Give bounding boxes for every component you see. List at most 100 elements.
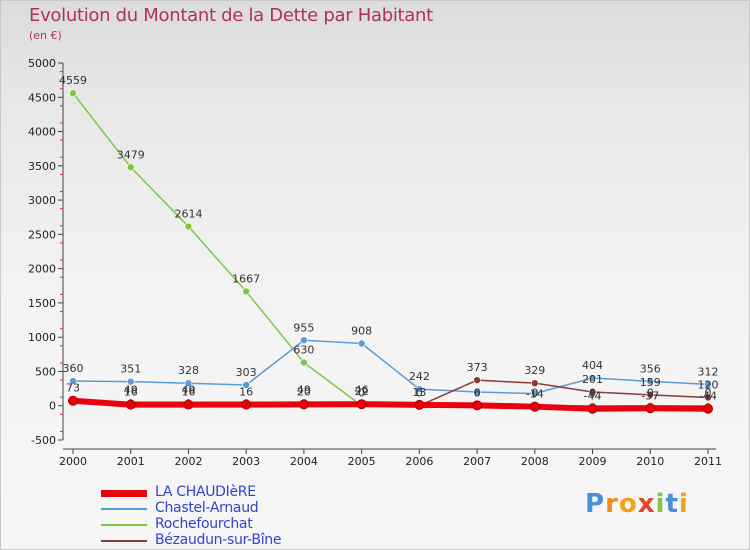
data-labels: 4559 3479 2614 1667 630 0 0 0 0 0 0 0 360 351 328 303 95… xyxy=(59,74,719,403)
data-label: 242 xyxy=(409,370,430,383)
x-tick-label: 2011 xyxy=(694,455,722,468)
data-label: 360 xyxy=(63,362,84,375)
y-tick-label: 4500 xyxy=(28,91,56,104)
data-label: 49 xyxy=(297,383,311,396)
legend-label: LA CHAUDIèRE xyxy=(155,484,256,500)
legend-item: Bézaudun-sur-Bîne xyxy=(101,532,321,549)
series-line-1 xyxy=(72,339,709,395)
data-point xyxy=(357,339,366,348)
data-point xyxy=(126,163,135,172)
logo-letter: i xyxy=(655,489,666,519)
y-tick-label: 4000 xyxy=(28,126,56,139)
y-tick-label: 1500 xyxy=(28,297,56,310)
data-label: 49 xyxy=(124,383,138,396)
legend-swatch xyxy=(101,540,147,542)
data-label: 303 xyxy=(236,366,257,379)
y-tick-label: -500 xyxy=(31,434,56,447)
chart-title: Evolution du Montant de la Dette par Hab… xyxy=(29,5,433,26)
y-tick-label: 0 xyxy=(49,400,56,413)
data-label: 3479 xyxy=(117,148,145,161)
data-point xyxy=(69,89,77,98)
data-label: 955 xyxy=(293,321,314,334)
y-tick-label: 500 xyxy=(35,365,56,378)
data-label: 329 xyxy=(524,364,545,377)
data-point xyxy=(241,399,252,410)
data-label: 16 xyxy=(181,386,195,399)
data-point xyxy=(473,376,481,384)
data-point xyxy=(125,399,136,410)
data-label: 373 xyxy=(467,361,488,374)
data-label: -37 xyxy=(641,389,659,402)
data-point xyxy=(704,380,712,389)
x-tick-label: 2004 xyxy=(290,455,318,468)
data-label: 20 xyxy=(297,385,311,398)
data-label: 0 xyxy=(647,387,654,400)
data-point xyxy=(300,336,308,345)
logo-letter: i xyxy=(678,489,689,519)
data-point xyxy=(588,374,597,382)
data-point xyxy=(242,381,250,389)
axes: -500050010001500200025003000350040004500… xyxy=(28,57,722,468)
data-label: -14 xyxy=(526,388,544,401)
data-label: 73 xyxy=(66,382,80,395)
data-label: 159 xyxy=(640,376,661,389)
data-point xyxy=(645,403,656,414)
series-line-0 xyxy=(72,397,709,412)
data-label: 46 xyxy=(355,384,369,397)
data-point xyxy=(415,385,424,393)
data-point xyxy=(587,403,598,414)
data-label: 0 xyxy=(474,387,481,400)
legend-item: LA CHAUDIèRE xyxy=(101,484,321,501)
data-label: 0 xyxy=(416,387,423,400)
data-point xyxy=(184,379,193,388)
data-label: 630 xyxy=(293,344,314,357)
data-point xyxy=(703,403,713,414)
data-point xyxy=(473,388,481,396)
data-label: 312 xyxy=(698,365,719,378)
data-label: 49 xyxy=(181,383,195,396)
x-tick-label: 2006 xyxy=(405,455,433,468)
data-label: 0 xyxy=(705,387,712,400)
y-tick-label: 2500 xyxy=(28,228,56,241)
x-tick-label: 2005 xyxy=(348,455,376,468)
data-point xyxy=(529,401,540,412)
x-tick-label: 2003 xyxy=(232,455,260,468)
x-tick-label: 2010 xyxy=(636,455,664,468)
data-point xyxy=(646,391,655,399)
data-point xyxy=(531,389,539,398)
data-point xyxy=(588,388,597,396)
logo-letter: o xyxy=(618,489,638,519)
data-label: 13 xyxy=(412,386,426,399)
data-label: -44 xyxy=(584,390,602,403)
data-point xyxy=(472,400,483,411)
data-label: 356 xyxy=(640,362,661,375)
legend-label: Bézaudun-sur-Bîne xyxy=(155,532,282,548)
data-point xyxy=(126,377,135,386)
proxiti-logo: Proxiti xyxy=(585,489,689,519)
y-tick-label: 5000 xyxy=(28,57,56,70)
data-point xyxy=(69,377,77,385)
data-label: 2614 xyxy=(174,208,202,221)
legend-item: Rochefourchat xyxy=(101,516,321,533)
data-point xyxy=(183,399,194,410)
data-label: 6 xyxy=(474,386,481,399)
x-tick-label: 2000 xyxy=(59,455,87,468)
x-tick-label: 2007 xyxy=(463,455,491,468)
data-label: 4559 xyxy=(59,74,87,87)
y-tick-label: 2000 xyxy=(28,263,56,276)
logo-letter: x xyxy=(637,489,656,519)
series-group xyxy=(68,89,713,414)
x-tick-label: 2002 xyxy=(174,455,202,468)
data-label: 908 xyxy=(351,324,372,337)
logo-letter: P xyxy=(585,489,606,519)
data-point xyxy=(414,399,425,410)
legend: LA CHAUDIèRE Chastel-Arnaud Rochefourchat B… xyxy=(101,484,321,549)
series-line-2 xyxy=(72,92,708,407)
chart-unit: (en €) xyxy=(29,29,62,42)
data-label: -44 xyxy=(699,390,717,403)
data-label: 201 xyxy=(582,373,603,386)
legend-label: Rochefourchat xyxy=(155,516,253,532)
x-tick-label: 2001 xyxy=(117,455,145,468)
